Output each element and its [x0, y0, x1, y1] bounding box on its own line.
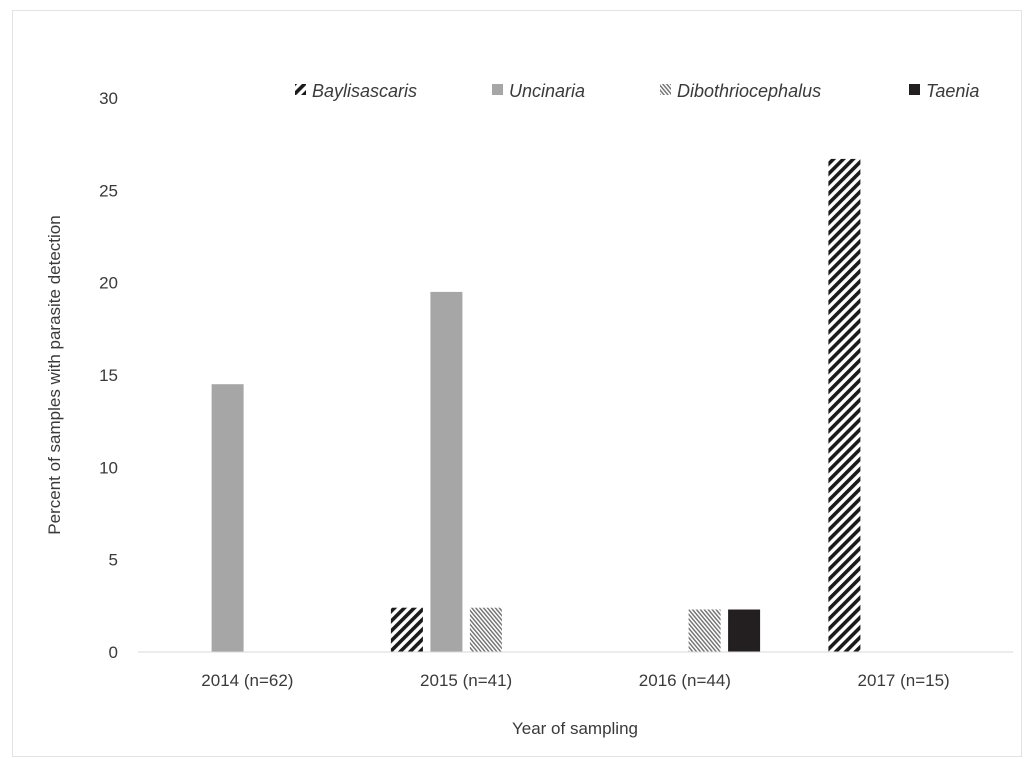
y-tick-label: 20: [99, 274, 118, 293]
bar-dibothriocephalus-1: [469, 607, 502, 652]
x-tick-label: 2016 (n=44): [639, 671, 731, 690]
x-axis: 2014 (n=62) 2015 (n=41) 2016 (n=44) 2017…: [201, 671, 949, 690]
legend-item-taenia: Taenia: [909, 81, 979, 101]
bar-uncinaria-1: [430, 291, 463, 652]
legend-swatch-dibothriocephalus: [660, 84, 671, 95]
bar-baylisascaris-1: [390, 607, 423, 652]
x-axis-title: Year of sampling: [512, 719, 638, 738]
y-tick-label: 0: [109, 643, 118, 662]
y-tick-label: 10: [99, 458, 118, 477]
y-tick-label: 5: [109, 551, 118, 570]
legend-item-baylisascaris: Baylisascaris: [295, 81, 417, 101]
y-axis: 0 5 10 15 20 25 30: [99, 89, 118, 662]
legend: Baylisascaris Uncinaria Dibothriocephalu…: [295, 81, 979, 101]
legend-label-uncinaria: Uncinaria: [509, 81, 585, 101]
bar-dibothriocephalus-2: [688, 609, 721, 652]
legend-item-uncinaria: Uncinaria: [492, 81, 585, 101]
y-axis-title: Percent of samples with parasite detecti…: [45, 215, 64, 534]
x-tick-label: 2014 (n=62): [201, 671, 293, 690]
y-tick-label: 15: [99, 366, 118, 385]
legend-swatch-taenia: [909, 84, 920, 95]
bar-baylisascaris-3: [828, 158, 861, 652]
x-tick-label: 2017 (n=15): [858, 671, 950, 690]
legend-swatch-uncinaria: [492, 84, 503, 95]
bar-taenia-2: [728, 609, 761, 652]
legend-label-baylisascaris: Baylisascaris: [312, 81, 417, 101]
legend-label-dibothriocephalus: Dibothriocephalus: [677, 81, 821, 101]
bar-uncinaria-0: [211, 384, 244, 652]
y-tick-label: 30: [99, 89, 118, 108]
legend-item-dibothriocephalus: Dibothriocephalus: [660, 81, 821, 101]
x-tick-label: 2015 (n=41): [420, 671, 512, 690]
legend-label-taenia: Taenia: [926, 81, 979, 101]
y-tick-label: 25: [99, 181, 118, 200]
bars: [211, 158, 861, 652]
legend-swatch-baylisascaris: [295, 84, 306, 95]
